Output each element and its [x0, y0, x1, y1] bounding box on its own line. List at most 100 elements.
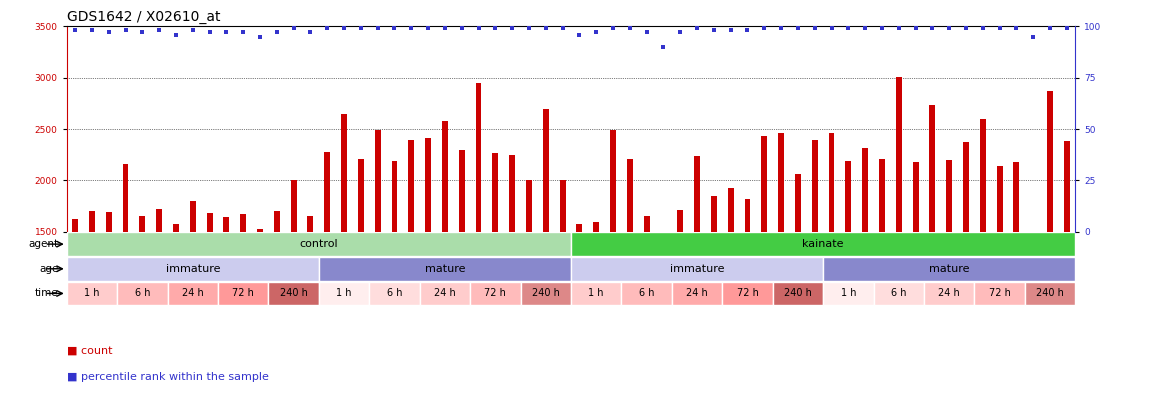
Point: [822, 25, 841, 32]
Point: [789, 25, 807, 32]
Point: [150, 27, 168, 34]
Point: [385, 25, 404, 32]
Text: 6 h: 6 h: [639, 288, 654, 298]
Text: agent: agent: [29, 239, 59, 249]
Bar: [572, 257, 823, 281]
Point: [923, 25, 942, 32]
Bar: [644, 216, 650, 232]
Point: [721, 27, 739, 34]
Point: [873, 25, 891, 32]
Text: GDS1642 / X02610_at: GDS1642 / X02610_at: [67, 10, 220, 24]
Point: [906, 25, 925, 32]
Bar: [621, 281, 672, 305]
Bar: [1064, 141, 1070, 232]
Point: [233, 29, 252, 36]
Point: [1041, 25, 1059, 32]
Point: [167, 31, 185, 38]
Bar: [268, 281, 319, 305]
Text: mature: mature: [424, 264, 465, 274]
Bar: [1048, 91, 1053, 232]
Bar: [845, 161, 851, 232]
Bar: [572, 281, 621, 305]
Text: age: age: [39, 264, 59, 274]
Bar: [375, 130, 381, 232]
Point: [654, 44, 673, 50]
Bar: [319, 281, 369, 305]
Point: [772, 25, 790, 32]
Bar: [572, 232, 1075, 256]
Point: [486, 25, 505, 32]
Point: [100, 29, 118, 36]
Bar: [761, 136, 767, 232]
Text: mature: mature: [929, 264, 969, 274]
Point: [419, 25, 437, 32]
Text: 72 h: 72 h: [989, 288, 1011, 298]
Bar: [509, 155, 515, 232]
Bar: [139, 216, 145, 232]
Bar: [420, 281, 470, 305]
Text: 240 h: 240 h: [531, 288, 560, 298]
Point: [637, 29, 655, 36]
Text: 1 h: 1 h: [841, 288, 856, 298]
Bar: [695, 156, 700, 232]
Text: immature: immature: [166, 264, 220, 274]
Text: kainate: kainate: [803, 239, 844, 249]
Bar: [168, 281, 218, 305]
Point: [402, 25, 421, 32]
Bar: [862, 147, 868, 232]
Bar: [67, 232, 572, 256]
Point: [805, 25, 823, 32]
Bar: [408, 141, 414, 232]
Bar: [358, 159, 363, 232]
Point: [705, 27, 723, 34]
Point: [1058, 25, 1076, 32]
Point: [890, 25, 908, 32]
Point: [301, 29, 320, 36]
Point: [217, 29, 236, 36]
Point: [756, 25, 774, 32]
Point: [940, 25, 958, 32]
Bar: [123, 164, 129, 232]
Bar: [526, 181, 532, 232]
Point: [284, 25, 302, 32]
Bar: [67, 257, 319, 281]
Bar: [67, 281, 117, 305]
Text: 24 h: 24 h: [938, 288, 960, 298]
Point: [83, 27, 101, 34]
Point: [957, 25, 975, 32]
Text: 1 h: 1 h: [336, 288, 352, 298]
Bar: [610, 130, 616, 232]
Point: [133, 29, 152, 36]
Point: [352, 25, 370, 32]
Bar: [874, 281, 923, 305]
Bar: [307, 216, 313, 232]
Text: control: control: [299, 239, 338, 249]
Point: [1024, 33, 1042, 40]
Bar: [923, 281, 974, 305]
Bar: [258, 229, 263, 232]
Point: [452, 25, 470, 32]
Bar: [1025, 281, 1075, 305]
Bar: [342, 114, 347, 232]
Point: [200, 29, 218, 36]
Bar: [274, 211, 279, 232]
Bar: [997, 166, 1003, 232]
Point: [116, 27, 135, 34]
Point: [251, 33, 269, 40]
Bar: [426, 139, 431, 232]
Bar: [172, 224, 179, 232]
Bar: [543, 109, 549, 232]
Bar: [1013, 162, 1019, 232]
Bar: [896, 77, 902, 232]
Point: [368, 25, 386, 32]
Bar: [627, 159, 632, 232]
Point: [738, 27, 757, 34]
Text: 1 h: 1 h: [84, 288, 100, 298]
Text: 6 h: 6 h: [891, 288, 906, 298]
Bar: [823, 257, 1075, 281]
Bar: [1030, 232, 1036, 233]
Point: [503, 25, 521, 32]
Point: [66, 27, 84, 34]
Bar: [812, 141, 818, 232]
Bar: [672, 281, 722, 305]
